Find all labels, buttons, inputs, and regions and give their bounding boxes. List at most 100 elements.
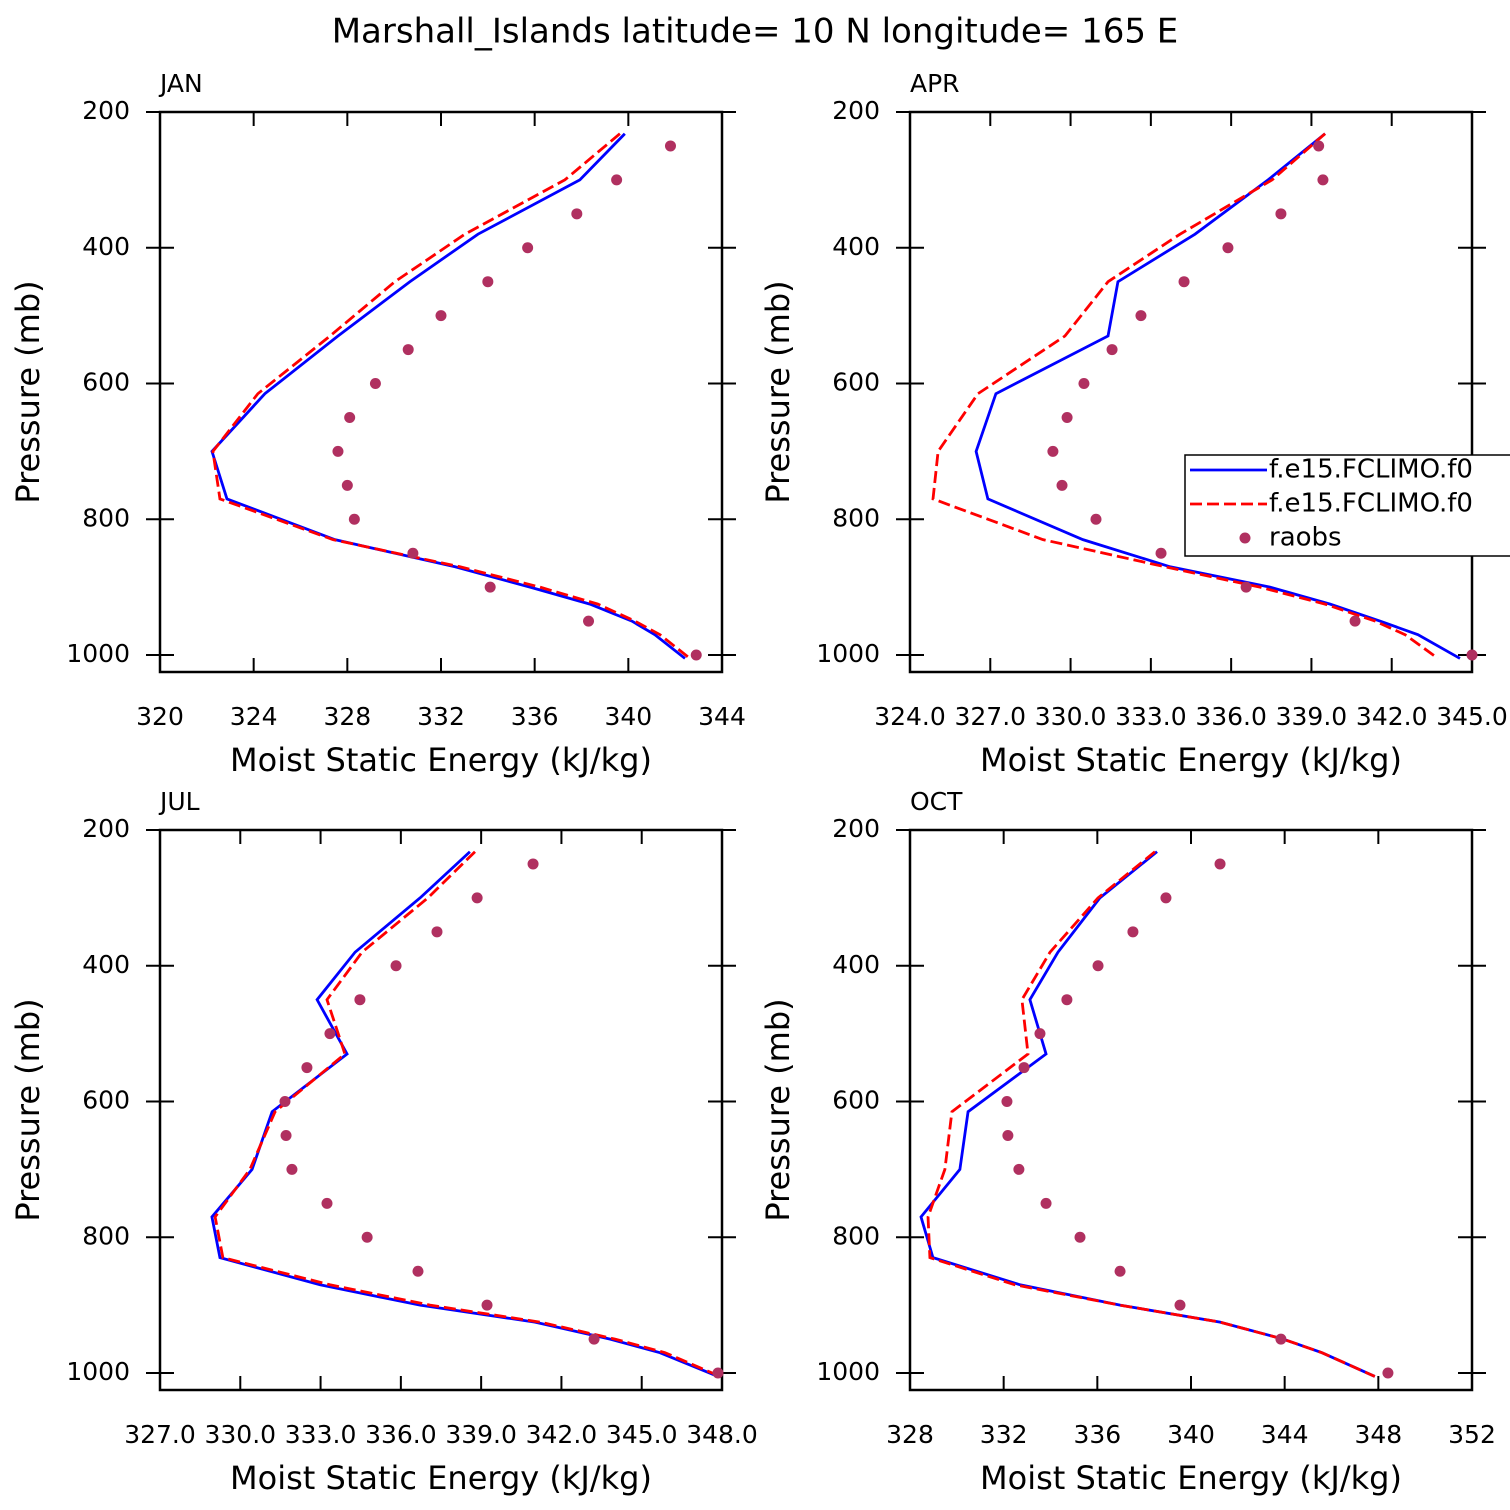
- x-tick-label: 336.0: [365, 1420, 437, 1449]
- raob-point: [1382, 1367, 1394, 1379]
- panel-label: JUL: [158, 787, 200, 816]
- x-tick-label: 348: [1354, 1420, 1402, 1449]
- x-tick-label: 336.0: [1195, 702, 1267, 731]
- raob-point: [1275, 208, 1287, 220]
- raob-point: [402, 344, 414, 356]
- raob-point: [369, 378, 381, 390]
- raob-point: [1275, 1333, 1287, 1345]
- raob-point: [1178, 276, 1190, 288]
- raob-point: [1114, 1265, 1126, 1277]
- x-axis-label: Moist Static Energy (kJ/kg): [980, 741, 1402, 779]
- raob-point: [690, 649, 702, 661]
- y-tick-label: 200: [82, 814, 130, 843]
- raob-point: [341, 479, 353, 491]
- raob-point: [1155, 547, 1167, 559]
- raob-point: [1056, 479, 1068, 491]
- raob-point: [1013, 1163, 1025, 1175]
- panel-label: APR: [910, 69, 960, 98]
- raob-point: [1106, 344, 1118, 356]
- x-tick-label: 336: [511, 702, 559, 731]
- raob-point: [1174, 1299, 1186, 1311]
- raob-point: [348, 513, 360, 525]
- raob-point: [361, 1231, 373, 1243]
- chart-title: Marshall_Islands latitude= 10 N longitud…: [332, 12, 1179, 52]
- x-tick-label: 342.0: [526, 1420, 598, 1449]
- x-tick-label: 324: [230, 702, 278, 731]
- x-axis-label: Moist Static Energy (kJ/kg): [230, 741, 652, 779]
- raob-point: [1001, 1096, 1013, 1108]
- raob-point: [1061, 994, 1073, 1006]
- plot-frame: [908, 110, 1474, 674]
- y-tick-label: 400: [82, 950, 130, 979]
- x-tick-label: 336: [1073, 1420, 1121, 1449]
- profile-line: [213, 850, 721, 1378]
- raob-point: [712, 1367, 724, 1379]
- raob-point: [1034, 1028, 1046, 1040]
- y-axis-label: Pressure (mb): [759, 998, 797, 1221]
- raob-point: [435, 310, 447, 322]
- x-tick-label: 324.0: [874, 702, 946, 731]
- raob-point: [1061, 411, 1073, 423]
- raob-point: [412, 1265, 424, 1277]
- legend-box: [1184, 454, 1510, 557]
- x-tick-label: 320: [136, 702, 184, 731]
- raob-point: [583, 615, 595, 627]
- legend-label: f.e15.FCLIMO.f0: [1269, 489, 1473, 519]
- y-tick-label: 600: [82, 1086, 130, 1115]
- raob-point: [1090, 513, 1102, 525]
- y-axis-label: Pressure (mb): [9, 280, 47, 503]
- y-axis-label: Pressure (mb): [759, 280, 797, 503]
- raob-point: [1047, 445, 1059, 457]
- raob-point: [286, 1163, 298, 1175]
- y-tick-label: 800: [832, 1221, 880, 1250]
- legend-label: raobs: [1269, 523, 1342, 553]
- raob-point: [1127, 926, 1139, 938]
- x-tick-label: 348.0: [686, 1420, 758, 1449]
- x-axis-label: Moist Static Energy (kJ/kg): [980, 1459, 1402, 1497]
- raob-point: [1349, 615, 1361, 627]
- raob-point: [1222, 242, 1234, 254]
- raob-point: [1092, 960, 1104, 972]
- x-tick-label: 340: [604, 702, 652, 731]
- y-tick-label: 600: [82, 368, 130, 397]
- raob-point: [280, 1129, 292, 1141]
- raob-point: [522, 242, 534, 254]
- raob-point: [588, 1333, 600, 1345]
- raob-point: [527, 858, 539, 870]
- raob-point: [1240, 581, 1252, 593]
- y-tick-label: 600: [832, 368, 880, 397]
- y-tick-label: 600: [832, 1086, 880, 1115]
- raob-point: [481, 1299, 493, 1311]
- raob-point: [279, 1096, 291, 1108]
- x-tick-label: 332: [417, 702, 465, 731]
- raob-point: [1160, 892, 1172, 904]
- y-tick-label: 400: [82, 232, 130, 261]
- raob-point: [571, 208, 583, 220]
- y-tick-label: 1000: [66, 1357, 130, 1386]
- profile-line: [210, 850, 719, 1378]
- raob-point: [1466, 649, 1478, 661]
- raob-point: [1317, 174, 1329, 186]
- y-tick-label: 800: [82, 1221, 130, 1250]
- profile-line: [210, 132, 686, 660]
- profile-line: [926, 850, 1376, 1378]
- y-tick-label: 800: [82, 503, 130, 532]
- panel-label: JAN: [158, 69, 203, 98]
- panel-label: OCT: [910, 787, 963, 816]
- profile-line: [974, 132, 1461, 660]
- y-tick-label: 400: [832, 950, 880, 979]
- x-axis-label: Moist Static Energy (kJ/kg): [230, 1459, 652, 1497]
- raob-point: [1078, 378, 1090, 390]
- raob-point: [1040, 1197, 1052, 1209]
- x-tick-label: 328: [886, 1420, 934, 1449]
- x-tick-label: 344: [698, 702, 746, 731]
- x-tick-label: 330.0: [204, 1420, 276, 1449]
- profile-line: [211, 132, 691, 660]
- y-tick-label: 1000: [816, 639, 880, 668]
- x-tick-label: 352: [1448, 1420, 1496, 1449]
- raob-point: [390, 960, 402, 972]
- raob-point: [1214, 858, 1226, 870]
- raob-point: [484, 581, 496, 593]
